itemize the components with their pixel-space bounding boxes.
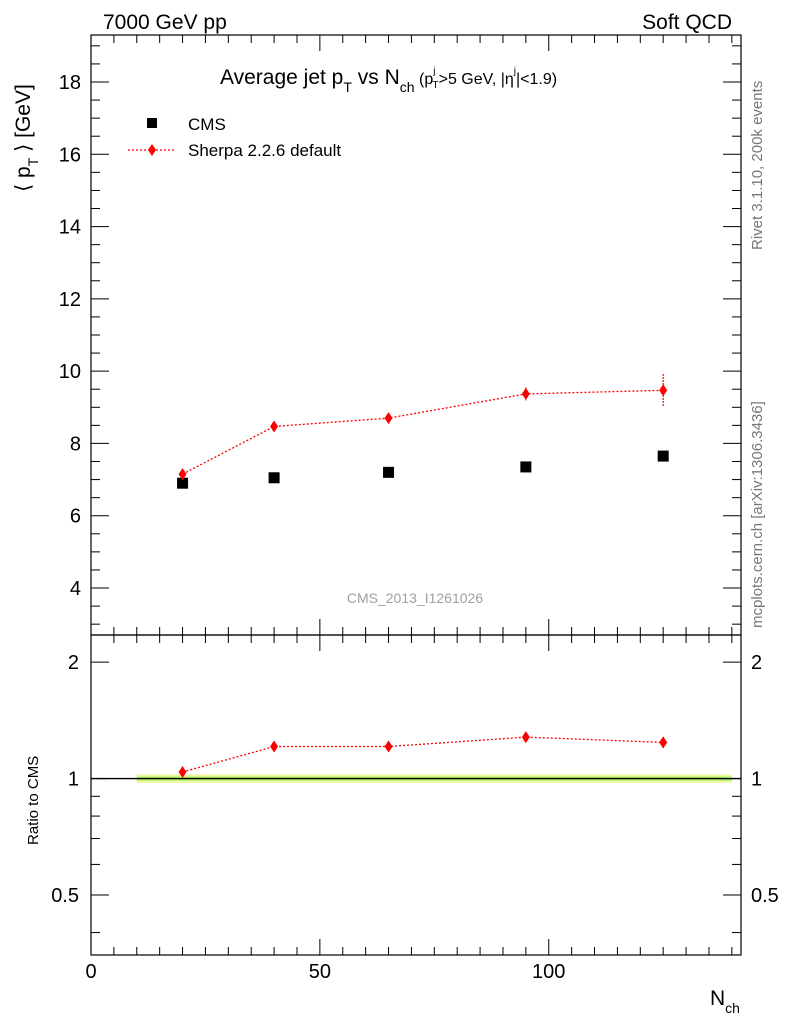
header-right-label: Soft QCD xyxy=(642,11,732,34)
cms-data-point xyxy=(657,450,669,462)
ratio-sherpa-point xyxy=(270,740,279,753)
legend-cms-marker xyxy=(147,118,157,128)
ratio-panel: 0.5 0.5 1 1 2 2 0 50 100 Ratio to CMS Nch xyxy=(25,634,779,1016)
x-tick-label: 100 xyxy=(532,961,565,983)
main-axis-ticks xyxy=(91,35,741,635)
ratio-y-tick-label: 2 xyxy=(68,652,79,674)
ratio-sherpa-point xyxy=(659,736,668,749)
ratio-y-tick-label-right: 1 xyxy=(751,769,762,791)
title-cut: (p xyxy=(415,71,434,88)
ratio-y-tick-labels: 0.5 0.5 1 1 2 2 xyxy=(51,652,779,907)
x-tick-label: 0 xyxy=(85,961,96,983)
main-y-tick-label: 6 xyxy=(70,506,81,528)
title-sub1: T xyxy=(343,79,352,95)
main-y-tick-label: 16 xyxy=(59,144,81,166)
ratio-axis-ticks xyxy=(91,635,741,955)
ratio-sherpa-line xyxy=(182,736,664,773)
sherpa-data-point xyxy=(384,412,393,425)
sherpa-data-point xyxy=(659,384,668,397)
ratio-y-tick-label-right: 2 xyxy=(751,652,762,674)
legend: CMS Sherpa 2.2.6 default xyxy=(128,115,341,160)
ratio-y-tick-label: 1 xyxy=(68,769,79,791)
main-y-tick-label: 10 xyxy=(59,361,81,383)
title-cut-end: |<1.9) xyxy=(516,71,557,88)
sherpa-data-point xyxy=(521,387,530,400)
xlabel-sub: ch xyxy=(725,1000,740,1016)
x-axis-label: Nch xyxy=(710,987,740,1016)
ratio-sherpa-point xyxy=(384,740,393,753)
header-left-label: 7000 GeV pp xyxy=(103,11,227,34)
legend-sherpa-label: Sherpa 2.2.6 default xyxy=(188,141,341,160)
main-y-tick-labels: 4 6 8 10 12 14 16 18 xyxy=(59,72,81,600)
title-cut-sub: T xyxy=(432,80,438,91)
sherpa-data-point xyxy=(270,420,279,433)
ratio-series-layer xyxy=(178,731,668,778)
cms-data-point xyxy=(383,466,395,478)
title-main: Average jet p xyxy=(220,66,343,89)
ylabel-start: ⟨ p xyxy=(12,166,35,192)
ratio-sherpa-point xyxy=(178,765,187,778)
x-tick-label: 50 xyxy=(309,961,331,983)
legend-sherpa-marker xyxy=(148,144,156,156)
ratio-y-tick-label: 0.5 xyxy=(51,885,79,907)
main-y-tick-label: 18 xyxy=(59,72,81,94)
cms-data-point xyxy=(268,472,280,484)
title-mid: vs N xyxy=(352,66,400,89)
legend-cms-label: CMS xyxy=(188,115,226,134)
title-cut-rest: >5 GeV, |η xyxy=(439,71,514,88)
main-series-layer xyxy=(177,374,669,489)
analysis-watermark: CMS_2013_I1261026 xyxy=(347,590,483,606)
mcplots-url-label: mcplots.cern.ch [arXiv:1306.3436] xyxy=(749,401,766,628)
ratio-panel-frame xyxy=(90,634,742,956)
ratio-y-axis-label: Ratio to CMS xyxy=(25,756,42,845)
ylabel-sub: T xyxy=(25,157,41,166)
main-y-tick-label: 14 xyxy=(59,217,81,239)
ratio-y-tick-label-right: 0.5 xyxy=(751,885,779,907)
ylabel-end: ⟩ [GeV] xyxy=(12,84,35,158)
sherpa-data-point xyxy=(178,468,187,481)
ratio-x-tick-labels: 0 50 100 xyxy=(85,961,565,983)
title-cut-sup: j xyxy=(432,66,435,77)
cms-data-point xyxy=(177,477,189,489)
xlabel-main: N xyxy=(710,987,725,1010)
cms-data-point xyxy=(520,461,532,473)
main-y-tick-label: 4 xyxy=(70,578,81,600)
title-sub2: ch xyxy=(400,79,415,95)
sherpa-line xyxy=(182,389,664,475)
main-y-axis-label: ⟨ pT ⟩ [GeV] xyxy=(12,84,41,192)
ratio-sherpa-point xyxy=(521,731,530,744)
rivet-version-label: Rivet 3.1.10, 200k events xyxy=(749,81,766,250)
main-y-tick-label: 12 xyxy=(59,289,81,311)
main-y-tick-label: 8 xyxy=(70,433,81,455)
chart-title: Average jet pT vs Nch (pj T>5 GeV, |ηj|<1… xyxy=(220,66,557,95)
ratio-uncertainty-band xyxy=(91,774,741,783)
title-cut-sup2: j xyxy=(513,66,516,77)
